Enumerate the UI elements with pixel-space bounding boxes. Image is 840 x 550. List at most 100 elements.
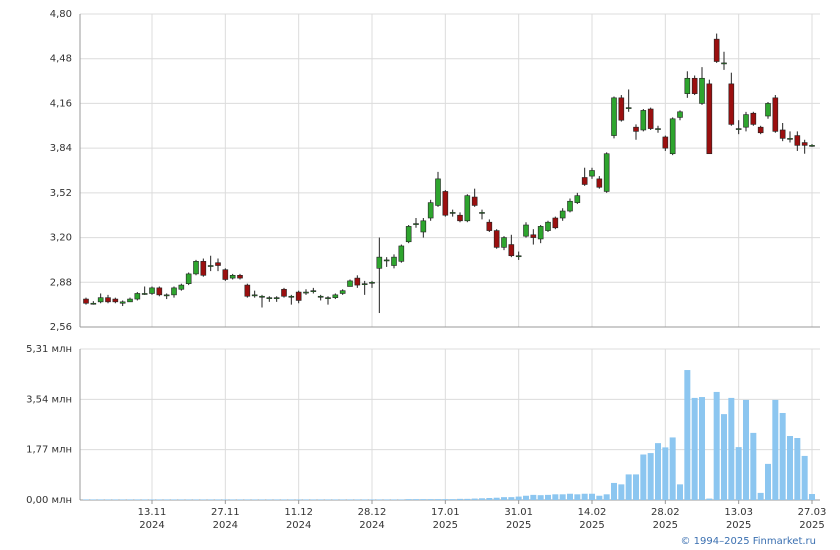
volume-bar — [757, 492, 764, 500]
volume-bar — [699, 397, 705, 500]
candle-body — [471, 196, 478, 206]
volume-bar — [545, 494, 551, 500]
volume-bar — [435, 499, 441, 500]
volume-bar — [530, 494, 537, 500]
volume-bar — [471, 498, 478, 500]
candle-body — [699, 77, 705, 104]
volume-bar — [288, 499, 295, 500]
candle-body — [552, 217, 559, 229]
candle-body — [809, 145, 815, 147]
candle-body — [163, 294, 170, 297]
candle-body — [310, 290, 317, 292]
candle-body — [112, 298, 119, 303]
candle-body — [369, 281, 375, 284]
candle-body — [523, 224, 529, 237]
volume-bar — [420, 499, 427, 500]
volume-bar — [728, 397, 735, 500]
x-tick-label: 13.11 2024 — [138, 507, 167, 531]
x-tick-label: 14.02 2025 — [578, 507, 607, 531]
volume-bar — [772, 399, 779, 500]
volume-bar — [141, 499, 148, 500]
volume-bar — [156, 499, 163, 500]
volume-bar — [596, 495, 603, 500]
volume-bar — [581, 493, 588, 500]
volume-bar — [361, 499, 368, 500]
volume-bar — [567, 493, 573, 500]
candle-body — [537, 226, 544, 240]
volume-bar — [735, 447, 742, 500]
x-tick-label: 13.03 2025 — [724, 507, 753, 531]
volume-bar — [185, 499, 192, 500]
candle-body — [325, 297, 331, 299]
candle-body — [105, 297, 111, 303]
volume-bar — [655, 443, 661, 500]
candle-body — [200, 261, 207, 276]
volume-bar — [105, 499, 111, 500]
candle-body — [442, 191, 449, 216]
candle-body — [251, 294, 258, 297]
volume-bar — [376, 499, 383, 500]
volume-bar — [90, 499, 97, 500]
candle-body — [134, 293, 141, 300]
y-tick-label: 4,80 — [50, 9, 72, 20]
candle-body — [178, 284, 185, 290]
volume-bar — [552, 494, 559, 500]
candle-body — [486, 221, 493, 231]
volume-bar — [237, 499, 243, 500]
volume-bar — [332, 499, 339, 500]
candle-body — [171, 287, 177, 296]
candle-body — [479, 212, 485, 214]
candle-body — [662, 136, 669, 149]
volume-bar — [207, 499, 214, 500]
volume-bar — [574, 494, 581, 500]
candle-body — [391, 256, 397, 266]
candle-body — [713, 38, 720, 62]
volume-bar — [134, 499, 141, 500]
candle-body — [640, 110, 647, 131]
y-tick-label: 3,84 — [50, 143, 72, 154]
volume-bar — [464, 498, 471, 500]
volume-bar — [801, 455, 808, 500]
candle-body — [295, 291, 302, 301]
candle-body — [772, 97, 779, 132]
candle-body — [427, 202, 434, 219]
candle-body — [244, 284, 251, 297]
candle-body — [508, 244, 515, 257]
volume-bar — [457, 498, 463, 500]
candle-body — [721, 62, 727, 65]
candle-body — [779, 129, 786, 139]
candle-body — [156, 287, 163, 296]
volume-bar — [273, 499, 280, 500]
y-tick-label: 3,52 — [50, 188, 72, 199]
candle-body — [464, 195, 471, 222]
volume-bar — [486, 498, 493, 500]
y-tick-label: 2,56 — [50, 322, 72, 333]
volume-bar — [479, 498, 485, 500]
x-tick-label: 17.01 2025 — [431, 507, 460, 531]
volume-bar — [251, 499, 258, 500]
candle-body — [618, 97, 625, 121]
candle-body — [603, 153, 610, 192]
candle-body — [457, 214, 463, 222]
volume-bar — [83, 499, 89, 500]
volume-bar — [266, 499, 273, 500]
volume-bar — [603, 494, 610, 500]
volume-bar — [684, 370, 691, 500]
candle-body — [530, 234, 537, 238]
candle-body — [647, 108, 654, 129]
candle-body — [669, 118, 676, 155]
x-tick-label: 28.12 2024 — [358, 507, 387, 531]
candle-body — [545, 221, 551, 231]
volume-bar — [383, 499, 390, 500]
candle-body — [655, 128, 661, 130]
volume-bar — [303, 499, 309, 500]
candle-body — [127, 298, 133, 303]
volume-bar — [662, 447, 669, 500]
volume-bar — [449, 499, 456, 500]
x-tick-label: 31.01 2025 — [504, 507, 533, 531]
volume-bar — [398, 499, 405, 500]
y-tick-label: 4,16 — [50, 98, 72, 109]
candle-body — [728, 83, 735, 125]
candle-body — [332, 294, 339, 298]
volume-bar — [794, 438, 801, 500]
